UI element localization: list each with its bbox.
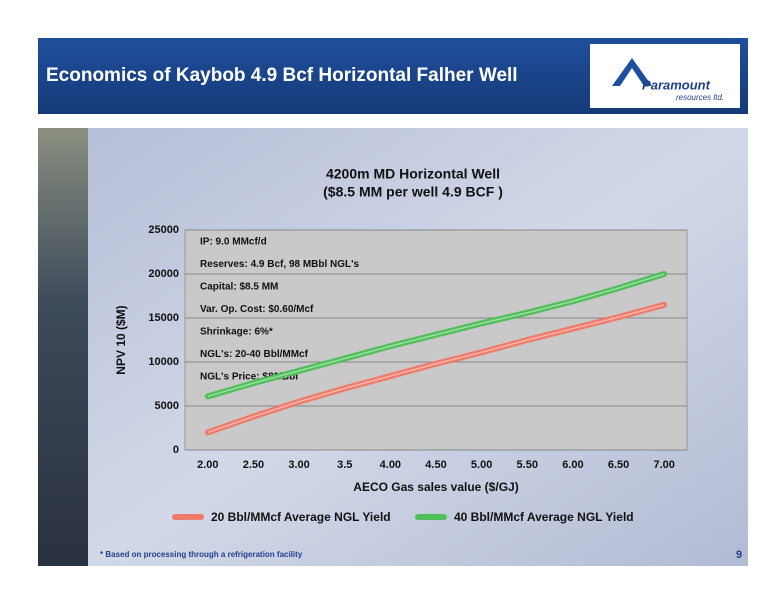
y-tick-label: 0 (173, 444, 179, 456)
annotation: Var. Op. Cost: $0.60/Mcf (200, 304, 314, 315)
logo-box (590, 44, 740, 108)
y-tick-label: 10000 (148, 356, 179, 368)
slide-title: Economics of Kaybob 4.9 Bcf Horizontal F… (46, 65, 518, 86)
logo-sub: resources ltd. (676, 93, 724, 102)
x-tick-label: 2.00 (197, 459, 218, 471)
y-tick-label: 20000 (148, 268, 179, 280)
y-tick-label: 15000 (148, 312, 179, 324)
x-tick-label: 3.00 (288, 459, 309, 471)
chart-title: 4200m MD Horizontal Well (326, 166, 500, 182)
y-tick-label: 25000 (148, 224, 179, 236)
x-tick-label: 5.50 (517, 459, 538, 471)
annotation: IP: 9.0 MMcf/d (200, 237, 267, 248)
annotation: Reserves: 4.9 Bcf, 98 MBbl NGL's (200, 259, 360, 270)
logo-icon (612, 58, 652, 86)
series-highlight (207, 273, 665, 398)
x-tick-label: 2.50 (243, 459, 264, 471)
x-tick-label: 7.00 (653, 459, 674, 471)
annotation: NGL's: 20-40 Bbl/MMcf (200, 349, 309, 360)
legend-label: 20 Bbl/MMcf Average NGL Yield (211, 510, 391, 524)
page-number: 9 (736, 549, 742, 561)
chart-subtitle: ($8.5 MM per well 4.9 BCF ) (323, 184, 503, 200)
y-tick-label: 5000 (155, 400, 179, 412)
footnote: * Based on processing through a refriger… (100, 550, 303, 559)
y-axis-label: NPV 10 ($M) (114, 305, 128, 374)
series-line (204, 301, 668, 436)
x-tick-label: 4.00 (380, 459, 401, 471)
annotation: Capital: $8.5 MM (200, 282, 278, 293)
logo-name: Paramount (642, 77, 711, 92)
x-tick-label: 6.00 (562, 459, 583, 471)
x-tick-label: 4.50 (425, 459, 446, 471)
x-tick-label: 3.5 (337, 459, 352, 471)
x-tick-label: 5.00 (471, 459, 492, 471)
legend-label: 40 Bbl/MMcf Average NGL Yield (454, 510, 634, 524)
series-line (204, 271, 668, 400)
annotation: Shrinkage: 6%* (200, 327, 273, 338)
annotation: NGL's Price: $80/Bbl (200, 372, 298, 383)
side-image (38, 128, 88, 566)
series-highlight (207, 304, 665, 434)
x-axis-label: AECO Gas sales value ($/GJ) (353, 480, 518, 494)
x-tick-label: 6.50 (608, 459, 629, 471)
